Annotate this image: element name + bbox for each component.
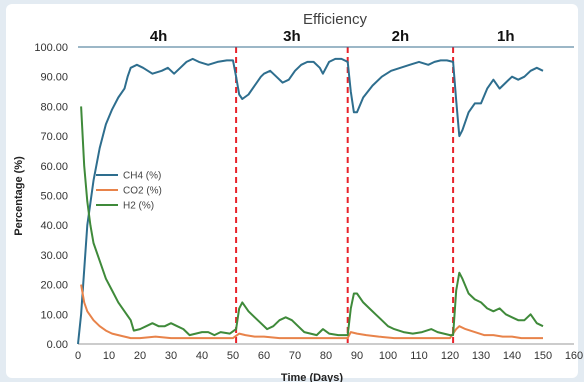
x-tick-label: 150 [534,350,552,362]
y-tick-label: 90.00 [40,72,68,84]
y-tick-label: 40.00 [40,220,68,232]
legend-label: H2 (%) [123,201,154,212]
x-tick-label: 140 [503,350,521,362]
series-line [77,57,544,345]
x-tick-label: 120 [441,350,459,362]
x-tick-label: 100 [379,350,397,362]
y-tick-label: 10.00 [40,309,68,321]
x-tick-label: 50 [227,350,239,362]
x-tick-label: 30 [165,350,177,362]
y-tick-label: 0.00 [47,339,68,351]
y-tick-label: 20.00 [40,280,68,292]
y-tick-label: 80.00 [40,101,68,113]
y-tick-label: 70.00 [40,131,68,143]
x-tick-label: 20 [134,350,146,362]
phase-label: 2h [392,28,410,45]
y-tick-label: 60.00 [40,161,68,173]
x-axis-label: Time (Days) [281,372,343,382]
legend-label: CO2 (%) [123,186,162,197]
x-tick-label: 0 [75,350,81,362]
phase-label: 1h [497,28,515,45]
x-tick-label: 90 [351,350,363,362]
x-tick-label: 160 [565,350,583,362]
x-tick-label: 80 [320,350,332,362]
phase-label: 3h [283,28,301,45]
chart-title: Efficiency [303,11,367,28]
y-tick-label: 100.00 [34,42,68,54]
x-tick-label: 60 [258,350,270,362]
series-line [80,284,543,340]
y-tick-label: 30.00 [40,250,68,262]
y-tick-label: 50.00 [40,191,68,203]
phase-label: 4h [150,28,168,45]
series-line [80,106,544,337]
x-tick-label: 70 [289,350,301,362]
legend-label: CH4 (%) [123,171,161,182]
y-axis-label: Percentage (%) [13,156,25,236]
x-tick-label: 10 [103,350,115,362]
x-tick-label: 110 [410,350,428,362]
x-tick-label: 40 [196,350,208,362]
x-tick-label: 130 [472,350,490,362]
